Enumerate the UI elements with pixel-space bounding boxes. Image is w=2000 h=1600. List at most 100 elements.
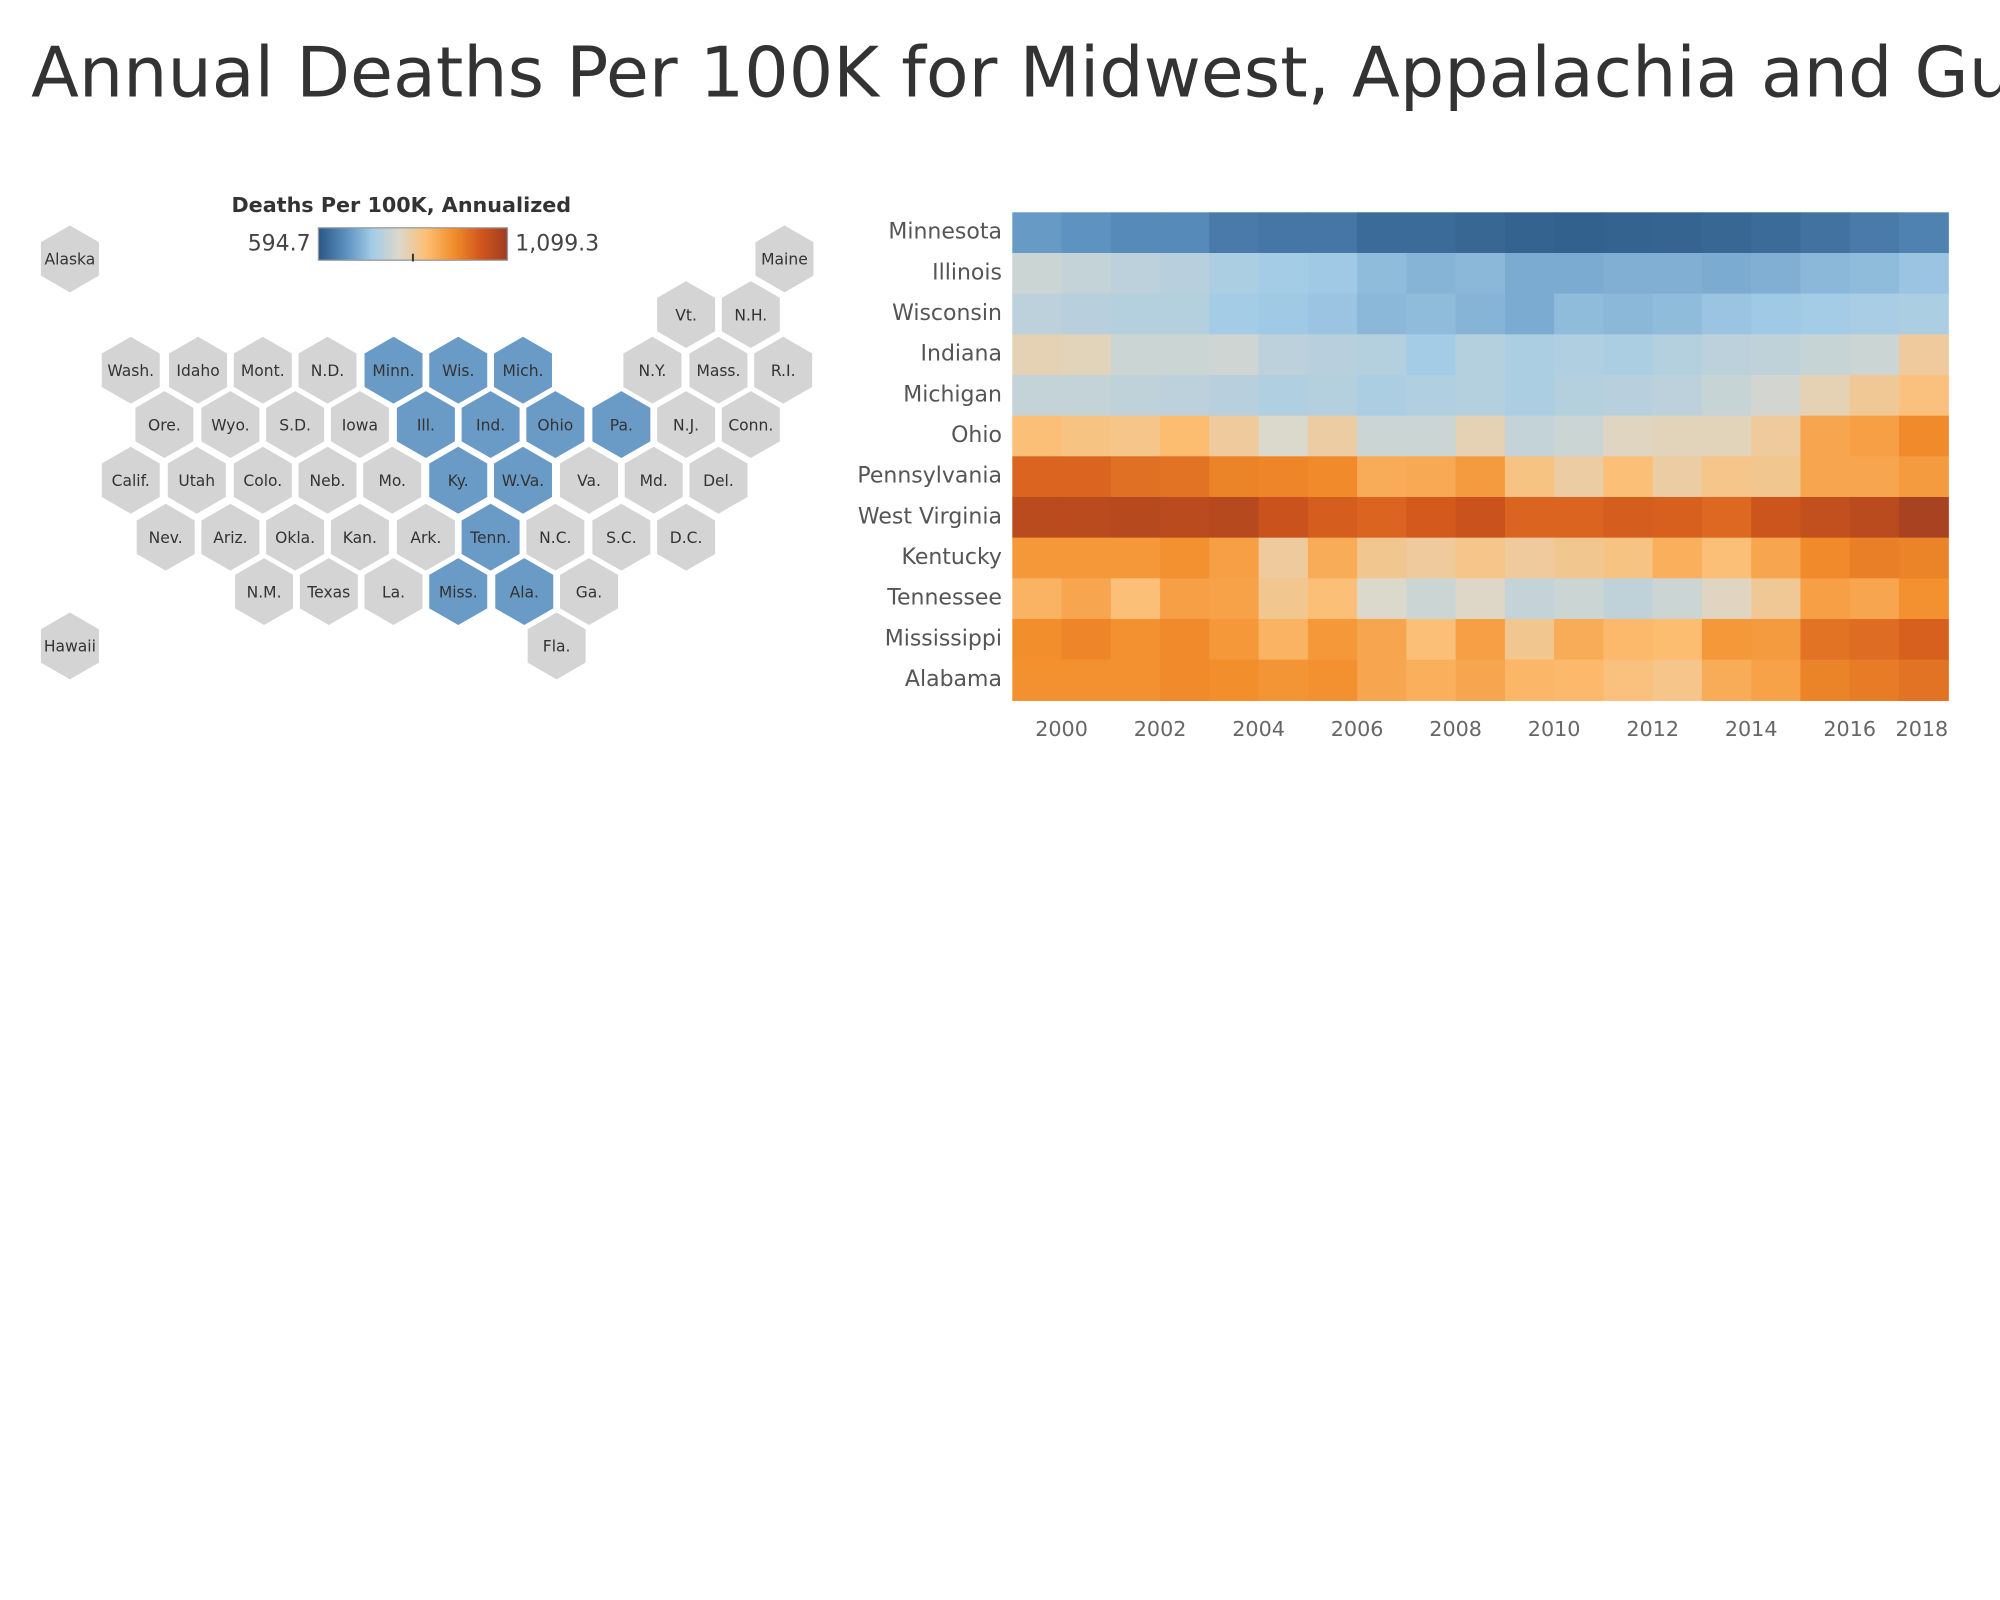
heat-cell <box>1209 415 1260 457</box>
heat-cell <box>1258 334 1309 376</box>
state-label: Miss. <box>439 583 478 601</box>
heat-cell <box>1652 334 1703 376</box>
heat-cell <box>1209 537 1260 579</box>
heat-cell <box>1012 496 1063 539</box>
heat-cell <box>1898 456 1949 498</box>
state-hex <box>589 500 653 574</box>
state-label: Ohio <box>537 416 573 434</box>
heat-cell <box>1751 659 1802 701</box>
heat-cell <box>1455 293 1506 335</box>
heat-cell <box>1898 537 1949 579</box>
heat-cell <box>1504 537 1555 579</box>
state-label: Minn. <box>372 362 414 380</box>
heat-cell <box>1751 537 1802 579</box>
x-tick-label: 2010 <box>1528 717 1581 741</box>
state-hex <box>198 388 263 462</box>
state-hex <box>295 443 360 517</box>
heat-cell <box>1406 334 1457 376</box>
heat-cell <box>1357 415 1408 457</box>
state-label: Mo. <box>378 472 406 490</box>
heat-cell <box>1603 293 1654 335</box>
state-label: Del. <box>703 472 734 490</box>
state-label: Hawaii <box>44 638 96 656</box>
heat-cell <box>1504 659 1555 701</box>
heat-cell <box>1652 252 1703 295</box>
state-hex <box>523 500 587 574</box>
x-tick-label: 2008 <box>1429 717 1482 741</box>
state-label: Texas <box>306 583 350 601</box>
legend-title: Deaths Per 100K, Annualized <box>231 193 571 217</box>
state-label: N.D. <box>311 362 344 380</box>
heat-cell <box>1751 334 1802 376</box>
heat-cell <box>1012 212 1063 254</box>
state-label: Ark. <box>410 529 441 547</box>
x-tick-label: 2016 <box>1823 717 1876 741</box>
heat-cell <box>1504 374 1555 417</box>
heat-cell <box>1504 415 1555 457</box>
row-label: Alabama <box>905 667 1002 692</box>
heat-cell <box>1160 293 1210 335</box>
heat-cell <box>1406 537 1457 579</box>
state-label: Wyo. <box>211 416 249 434</box>
heat-cell <box>1061 252 1112 295</box>
heat-cell <box>1504 293 1555 335</box>
state-hex <box>492 555 556 629</box>
state-hex <box>328 500 392 574</box>
heat-cell <box>1307 374 1358 417</box>
state-label: Ala. <box>510 583 539 601</box>
state-hex <box>654 278 718 352</box>
state-label: Fla. <box>543 638 571 656</box>
state-hex <box>295 333 360 407</box>
state-hex <box>394 388 458 462</box>
state-hex <box>232 555 296 629</box>
heat-cell <box>1061 578 1112 620</box>
heat-cell <box>1406 456 1457 498</box>
state-label: S.C. <box>606 529 637 547</box>
heat-cell <box>1751 456 1802 498</box>
heat-cell <box>1061 415 1112 457</box>
heat-cell <box>1012 659 1063 701</box>
heat-cell <box>1603 578 1654 620</box>
heat-cell <box>1455 659 1506 701</box>
heat-cell <box>1652 415 1703 457</box>
state-label: Kan. <box>343 529 377 547</box>
heat-cell <box>1603 496 1654 539</box>
state-label: Ariz. <box>213 529 247 547</box>
heat-cell <box>1110 496 1161 539</box>
state-label: Wash. <box>107 362 154 380</box>
heat-cell <box>1554 456 1605 498</box>
heat-cell <box>1849 618 1900 661</box>
row-label: Tennessee <box>886 586 1002 611</box>
state-hex <box>99 333 163 407</box>
row-label: Michigan <box>903 382 1002 407</box>
heat-cell <box>1307 578 1358 620</box>
state-hex <box>686 333 751 407</box>
state-label: Va. <box>577 472 601 490</box>
heat-cell <box>1357 496 1408 539</box>
heat-cell <box>1209 456 1260 498</box>
heat-cell <box>1554 334 1605 376</box>
heat-cell <box>1751 578 1802 620</box>
state-hex <box>134 500 198 574</box>
heat-cell <box>1357 293 1408 335</box>
heat-cell <box>1554 578 1605 620</box>
heat-cell <box>1701 456 1752 498</box>
state-label: S.D. <box>279 416 311 434</box>
state-hex <box>557 555 621 629</box>
state-label: N.Y. <box>639 362 667 380</box>
heat-cell <box>1160 578 1210 620</box>
heat-cell <box>1800 456 1851 498</box>
heat-cell <box>1603 374 1654 417</box>
state-hex <box>557 443 621 517</box>
heat-cell <box>1110 456 1161 498</box>
heat-cell <box>1160 659 1210 701</box>
heat-cell <box>1652 456 1703 498</box>
heat-cell <box>1652 618 1703 661</box>
heat-cell <box>1061 293 1112 335</box>
heat-cell <box>1751 618 1802 661</box>
heat-cell <box>1554 252 1605 295</box>
heat-cell <box>1110 252 1161 295</box>
heat-cell <box>1751 252 1802 295</box>
heat-cell <box>1406 415 1457 457</box>
